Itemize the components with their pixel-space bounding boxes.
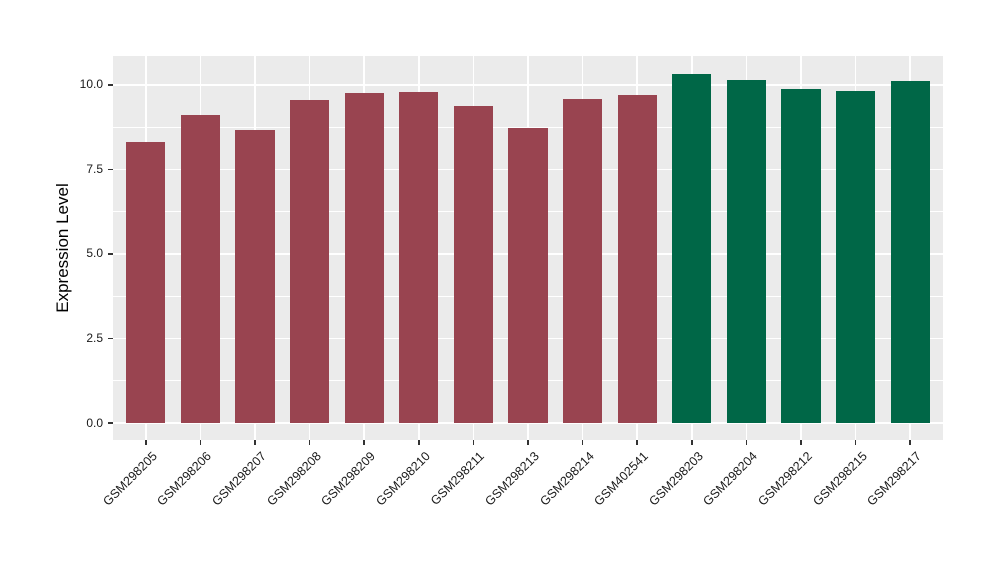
bar-GSM298214 xyxy=(562,98,603,424)
x-axis-tick xyxy=(418,440,420,445)
x-axis-tick xyxy=(527,440,529,445)
bar-GSM298208 xyxy=(289,99,330,424)
x-axis-tick xyxy=(800,440,802,445)
bar-GSM298210 xyxy=(399,91,439,424)
x-axis-tick xyxy=(308,440,311,445)
y-axis-tick xyxy=(108,337,113,340)
y-tick-label: 10.0 xyxy=(79,77,103,92)
x-axis-tick xyxy=(909,440,911,445)
bar-GSM298205 xyxy=(126,142,166,424)
bar-GSM402541 xyxy=(617,94,657,424)
x-axis-tick xyxy=(363,440,365,445)
plot-panel xyxy=(113,56,943,440)
y-axis-tick xyxy=(108,84,113,86)
bar-GSM298207 xyxy=(235,129,275,424)
x-tick-label: GSM298205 xyxy=(100,449,160,509)
x-axis-tick xyxy=(745,440,748,445)
y-tick-label: 2.5 xyxy=(86,331,103,345)
x-axis-tick xyxy=(472,440,475,445)
bar-GSM298217 xyxy=(890,81,930,424)
x-axis-tick xyxy=(145,440,147,445)
x-axis-tick xyxy=(581,440,584,445)
y-tick-label: 5.0 xyxy=(86,246,103,261)
y-tick-label: 0.0 xyxy=(86,415,103,430)
bar-GSM298203 xyxy=(672,73,712,424)
bar-GSM298215 xyxy=(835,90,876,424)
x-axis-tick xyxy=(691,440,693,445)
bar-GSM298212 xyxy=(781,89,821,424)
x-axis-tick xyxy=(199,440,202,445)
y-axis-tick xyxy=(108,422,113,424)
y-axis-tick xyxy=(108,168,113,171)
x-axis-tick xyxy=(636,440,638,445)
bar-GSM298206 xyxy=(180,115,221,424)
x-axis-tick xyxy=(854,440,857,445)
bar-GSM298211 xyxy=(453,106,494,424)
y-axis-tick xyxy=(108,253,113,255)
bar-GSM298204 xyxy=(726,80,767,424)
y-tick-label: 7.5 xyxy=(86,161,103,176)
bar-GSM298209 xyxy=(344,92,384,424)
bar-GSM298213 xyxy=(508,128,548,424)
x-axis-tick xyxy=(254,440,256,445)
